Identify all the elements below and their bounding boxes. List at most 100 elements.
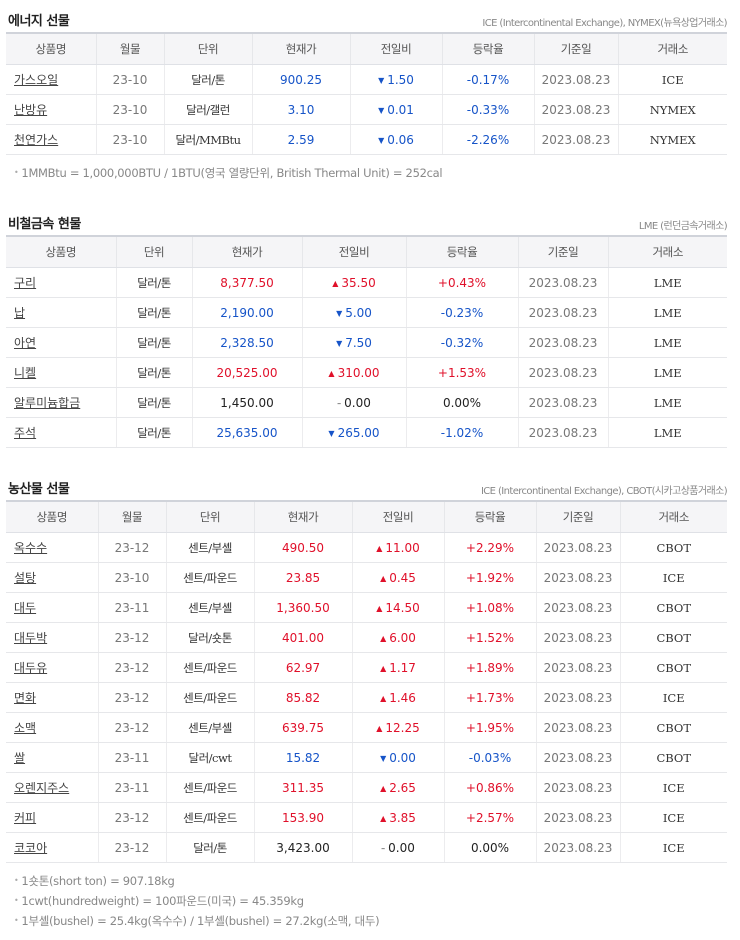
rate-cell: +1.52% [443, 622, 536, 653]
product-link[interactable]: 설탕 [14, 571, 37, 585]
unit-cell: 달러/톤 [115, 327, 192, 358]
month-cell: 23-10 [97, 562, 166, 593]
product-name-cell: 주석 [6, 417, 116, 448]
price-cell: 23.85 [253, 562, 352, 593]
change-value: 7.50 [345, 335, 372, 350]
product-link[interactable]: 면화 [14, 691, 37, 705]
exchange-cell: ICE [619, 562, 727, 593]
product-name-cell: 아연 [6, 327, 116, 358]
change-cell: ▲ 1.17 [351, 652, 444, 683]
column-header: 등락율 [405, 235, 518, 268]
table-row: 대두박 23-12 달러/숏톤 401.00 ▲ 6.00 +1.52% 2023.08.23… [6, 622, 727, 653]
month-cell: 23-12 [97, 802, 166, 833]
product-link[interactable]: 주석 [14, 426, 37, 440]
product-link[interactable]: 가스오일 [14, 73, 59, 87]
product-link[interactable]: 구리 [14, 276, 37, 290]
product-link[interactable]: 오렌지주스 [14, 781, 70, 795]
change-cell: ▲ 3.85 [351, 802, 444, 833]
product-link[interactable]: 난방유 [14, 103, 48, 117]
product-link[interactable]: 천연가스 [14, 133, 59, 147]
column-header: 월물 [97, 500, 166, 533]
month-cell: 23-10 [95, 64, 164, 95]
month-cell: 23-12 [97, 622, 166, 653]
unit-cell: 달러/톤 [165, 832, 254, 863]
price-cell: 1,360.50 [253, 592, 352, 623]
product-link[interactable]: 옥수수 [14, 541, 48, 555]
product-name-cell: 대두박 [6, 622, 98, 653]
unit-cell: 달러/톤 [115, 357, 192, 388]
date-cell: 2023.08.23 [517, 357, 608, 388]
product-link[interactable]: 아연 [14, 336, 37, 350]
product-link[interactable]: 납 [14, 306, 26, 320]
product-name-cell: 가스오일 [6, 64, 96, 95]
rate-cell: +0.86% [443, 772, 536, 803]
change-value: 0.01 [387, 102, 414, 117]
change-value: 6.00 [389, 630, 416, 645]
price-cell: 62.97 [253, 652, 352, 683]
section-header: 농산물 선물 ICE (Intercontinental Exchange), C… [6, 472, 728, 500]
rate-cell: +1.95% [443, 712, 536, 743]
change-cell: ▼ 1.50 [349, 64, 442, 95]
unit-cell: 달러/톤 [115, 417, 192, 448]
table-row: 니켈 달러/톤 20,525.00 ▲ 310.00 +1.53% 2023.08.23 LM… [6, 357, 727, 388]
price-cell: 25,635.00 [191, 417, 302, 448]
exchange-cell: ICE [617, 64, 727, 95]
exchange-cell: LME [607, 417, 727, 448]
product-name-cell: 설탕 [6, 562, 98, 593]
product-link[interactable]: 코코아 [14, 841, 48, 855]
dash-icon: – [337, 398, 342, 408]
product-link[interactable]: 알루미늄합금 [14, 396, 81, 410]
date-cell: 2023.08.23 [517, 267, 608, 298]
change-value: 0.00 [389, 750, 416, 765]
table-row: 천연가스 23-10 달러/MMBtu 2.59 ▼ 0.06 -2.26% 2023.08.… [6, 124, 727, 155]
month-cell: 23-11 [97, 742, 166, 773]
product-link[interactable]: 니켈 [14, 366, 37, 380]
product-name-cell: 오렌지주스 [6, 772, 98, 803]
product-link[interactable]: 커피 [14, 811, 37, 825]
column-header: 거래소 [617, 32, 727, 65]
date-cell: 2023.08.23 [535, 832, 620, 863]
date-cell: 2023.08.23 [535, 532, 620, 563]
rate-cell: -0.33% [441, 94, 534, 125]
arrow-down-icon: ▼ [378, 75, 385, 85]
table-row: 대두유 23-12 센트/파운드 62.97 ▲ 1.17 +1.89% 2023.08.23… [6, 652, 727, 683]
price-cell: 3,423.00 [253, 832, 352, 863]
table-row: 소맥 23-12 센트/부셸 639.75 ▲ 12.25 +1.95% 2023.08.23… [6, 712, 727, 743]
change-value: 14.50 [385, 600, 420, 615]
table-row: 대두 23-11 센트/부셸 1,360.50 ▲ 14.50 +1.08% 2023.08.… [6, 592, 727, 623]
change-value: 0.45 [389, 570, 416, 585]
product-link[interactable]: 소맥 [14, 721, 37, 735]
rate-cell: +1.53% [405, 357, 518, 388]
notes: 1MMBtu = 1,000,000BTU / 1BTU(영국 열량단위, Br… [6, 155, 727, 183]
exchange-cell: ICE [619, 772, 727, 803]
dash-icon: – [381, 843, 386, 853]
product-link[interactable]: 대두박 [14, 631, 48, 645]
rate-cell: -0.32% [405, 327, 518, 358]
price-cell: 8,377.50 [191, 267, 302, 298]
rate-cell: +1.08% [443, 592, 536, 623]
table-row: 면화 23-12 센트/파운드 85.82 ▲ 1.46 +1.73% 2023.08.23 I… [6, 682, 727, 713]
price-table: 상품명 월물 단위 현재가 전일비 등락율 기준일 거래소 옥수수 23-12 센트/부셸 490.5… [6, 500, 727, 863]
rate-cell: 0.00% [443, 832, 536, 863]
change-value: 1.46 [389, 690, 416, 705]
month-cell: 23-11 [97, 772, 166, 803]
change-cell: ▼ 0.01 [349, 94, 442, 125]
price-table: 상품명 월물 단위 현재가 전일비 등락율 기준일 거래소 가스오일 23-10 달러/톤 900.2… [6, 32, 727, 155]
change-cell: ▲ 6.00 [351, 622, 444, 653]
product-name-cell: 니켈 [6, 357, 116, 388]
date-cell: 2023.08.23 [535, 592, 620, 623]
exchange-cell: CBOT [619, 622, 727, 653]
date-cell: 2023.08.23 [517, 327, 608, 358]
rate-cell: -0.23% [405, 297, 518, 328]
change-value: 12.25 [385, 720, 420, 735]
arrow-up-icon: ▲ [380, 783, 387, 793]
arrow-up-icon: ▲ [380, 663, 387, 673]
price-cell: 900.25 [251, 64, 350, 95]
product-link[interactable]: 대두 [14, 601, 37, 615]
rate-cell: 0.00% [405, 387, 518, 418]
change-value: 3.85 [389, 810, 416, 825]
rate-cell: +1.92% [443, 562, 536, 593]
product-link[interactable]: 대두유 [14, 661, 48, 675]
change-cell: ▲ 2.65 [351, 772, 444, 803]
product-link[interactable]: 쌀 [14, 751, 26, 765]
